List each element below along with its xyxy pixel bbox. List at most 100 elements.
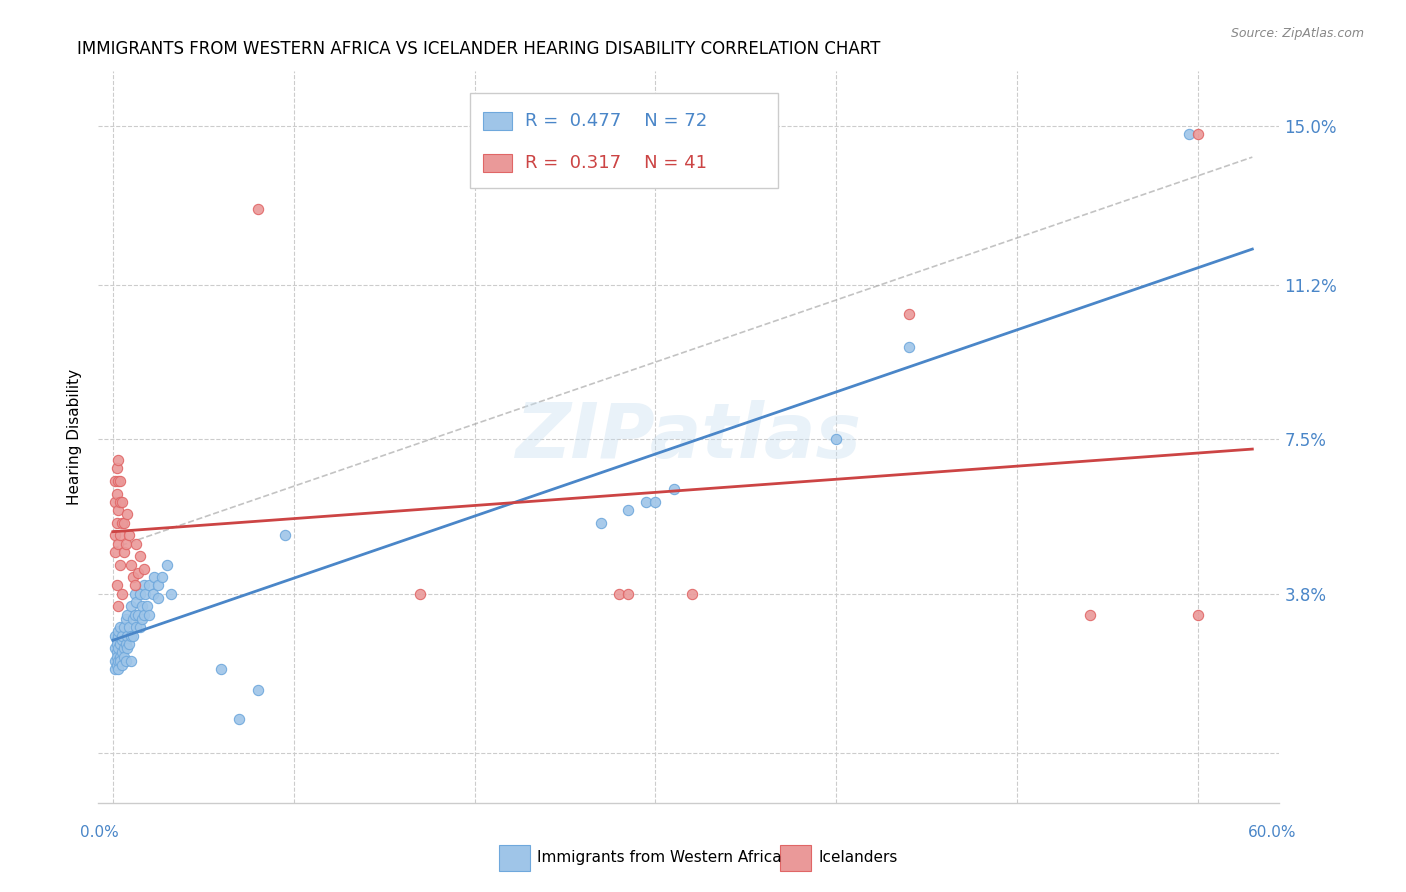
Point (617, 587, 640, 601)
Text: ZIPatlas: ZIPatlas (516, 401, 862, 474)
Point (114, 654, 136, 668)
Text: R =  0.317    N = 41: R = 0.317 N = 41 (524, 153, 707, 172)
Text: Icelanders: Icelanders (818, 850, 897, 865)
Point (112, 649, 135, 664)
Point (107, 654, 129, 668)
Point (107, 503, 129, 517)
Point (104, 641, 127, 656)
Point (273, 528, 295, 542)
Point (105, 637, 128, 651)
Point (118, 528, 141, 542)
Point (121, 570, 143, 584)
Point (112, 641, 135, 656)
Point (104, 654, 127, 668)
Point (1178, 127, 1201, 141)
Point (117, 641, 139, 656)
Point (111, 657, 134, 672)
Point (209, 662, 232, 676)
Point (124, 578, 146, 592)
Point (111, 516, 134, 530)
Point (107, 474, 129, 488)
Point (150, 570, 173, 584)
Point (114, 637, 136, 651)
Point (121, 629, 143, 643)
FancyBboxPatch shape (471, 94, 778, 188)
Point (105, 578, 128, 592)
Point (108, 495, 131, 509)
Point (138, 578, 160, 592)
Point (112, 516, 135, 530)
Point (105, 645, 128, 659)
Point (108, 637, 131, 651)
Point (146, 591, 169, 605)
Point (409, 587, 432, 601)
Point (124, 607, 146, 622)
Point (897, 340, 920, 354)
Text: IMMIGRANTS FROM WESTERN AFRICA VS ICELANDER HEARING DISABILITY CORRELATION CHART: IMMIGRANTS FROM WESTERN AFRICA VS ICELAN… (77, 40, 880, 58)
Point (1187, 607, 1209, 622)
Point (591, 516, 613, 530)
Point (105, 657, 128, 672)
Point (105, 461, 128, 475)
FancyBboxPatch shape (484, 154, 512, 171)
Point (117, 629, 139, 643)
Point (142, 587, 165, 601)
Point (156, 558, 179, 572)
Point (228, 712, 250, 726)
Point (127, 607, 149, 622)
Point (617, 503, 640, 517)
Point (111, 629, 134, 643)
Point (105, 516, 128, 530)
Point (108, 528, 131, 542)
Text: Source: ZipAtlas.com: Source: ZipAtlas.com (1230, 27, 1364, 40)
Point (107, 629, 129, 643)
Point (644, 495, 666, 509)
Point (107, 453, 129, 467)
Point (107, 536, 129, 550)
Point (681, 587, 703, 601)
Point (636, 495, 658, 509)
Text: 60.0%: 60.0% (1249, 825, 1296, 839)
Point (127, 566, 149, 580)
Point (246, 202, 269, 217)
Point (104, 528, 127, 542)
Y-axis label: Hearing Disability: Hearing Disability (67, 369, 83, 505)
Point (897, 307, 920, 321)
Point (129, 620, 152, 634)
Point (125, 620, 148, 634)
Point (111, 587, 134, 601)
Point (1078, 607, 1101, 622)
Point (105, 486, 128, 500)
Point (108, 654, 131, 668)
Point (104, 662, 127, 676)
FancyBboxPatch shape (484, 112, 512, 130)
Point (111, 632, 134, 647)
Point (120, 629, 142, 643)
Point (107, 624, 129, 639)
Point (132, 607, 155, 622)
Point (138, 607, 160, 622)
Text: R =  0.477    N = 72: R = 0.477 N = 72 (524, 112, 707, 130)
Text: Immigrants from Western Africa: Immigrants from Western Africa (537, 850, 782, 865)
Point (118, 620, 141, 634)
Point (662, 483, 685, 497)
Point (121, 612, 143, 626)
Point (108, 558, 131, 572)
Point (246, 682, 269, 697)
Point (108, 474, 131, 488)
Bar (499, 846, 530, 871)
Point (108, 620, 131, 634)
Point (114, 536, 136, 550)
Point (104, 629, 127, 643)
Point (143, 570, 166, 584)
Point (120, 599, 142, 614)
Point (118, 637, 141, 651)
Point (134, 587, 156, 601)
Point (125, 595, 148, 609)
Point (114, 612, 136, 626)
Bar (780, 846, 811, 871)
Point (111, 495, 134, 509)
Point (825, 432, 848, 446)
Point (129, 587, 152, 601)
Point (159, 587, 181, 601)
